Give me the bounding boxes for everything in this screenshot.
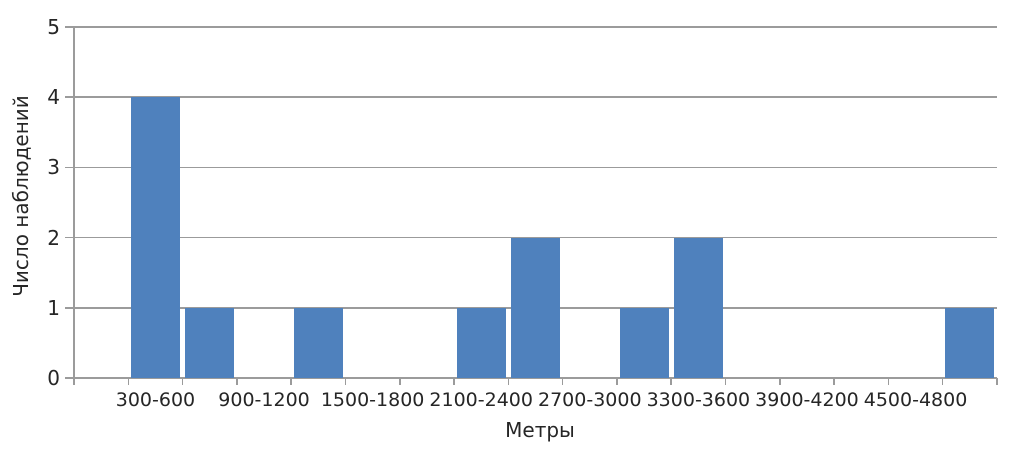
x-axis-tick (290, 378, 292, 385)
bar (511, 237, 560, 378)
x-axis-tick (887, 378, 890, 385)
y-axis-tick (65, 377, 74, 379)
x-axis-tick (833, 378, 835, 385)
bar (130, 97, 180, 378)
gridline (74, 26, 997, 28)
x-axis-tick (344, 378, 347, 385)
x-axis-tick (561, 378, 564, 385)
x-axis-tick (941, 378, 944, 385)
bar (185, 307, 235, 378)
x-axis-title: Метры (505, 418, 575, 442)
x-tick-label: 3300-3600 (646, 389, 751, 411)
x-axis-tick (181, 378, 184, 385)
gridline (74, 96, 997, 98)
y-tick-label: 1 (47, 295, 60, 320)
y-axis-tick (65, 307, 74, 309)
bar (673, 237, 723, 378)
x-tick-label: 300-600 (115, 389, 196, 411)
bar (619, 307, 669, 378)
y-axis-line (73, 27, 75, 378)
y-tick-label: 4 (47, 85, 60, 110)
y-axis-title: Число наблюдений (9, 95, 33, 297)
y-axis-tick (65, 96, 74, 98)
x-tick-label: 900-1200 (218, 389, 310, 411)
bar (293, 307, 343, 378)
y-axis-tick (65, 26, 74, 28)
x-axis-tick (670, 378, 672, 385)
x-tick-label: 2100-2400 (429, 389, 533, 411)
y-axis-tick (65, 166, 74, 169)
bar (945, 307, 995, 378)
x-axis-tick (507, 378, 510, 385)
x-axis-tick (996, 378, 998, 385)
x-axis-tick (399, 378, 401, 385)
y-tick-label: 3 (47, 155, 60, 180)
y-tick-label: 0 (47, 366, 60, 390)
x-axis-tick (724, 378, 727, 385)
y-axis-tick (65, 236, 74, 239)
x-tick-label: 4500-4800 (863, 389, 968, 411)
bar (456, 307, 506, 378)
x-tick-label: 1500-1800 (320, 389, 425, 411)
y-tick-label: 2 (47, 225, 60, 250)
y-tick-label: 5 (47, 15, 60, 39)
x-axis-tick (127, 378, 130, 385)
gridline (74, 166, 997, 169)
x-axis-tick (73, 378, 75, 385)
x-axis-tick (779, 378, 781, 385)
x-axis-tick (453, 378, 455, 385)
x-tick-label: 2700-3000 (537, 389, 642, 411)
plot-area: 0 1 2 3 4 5 300-600 900-1200 1500-1800 2100-2400 2… (47, 17, 998, 411)
x-tick-label: 3900-4200 (755, 389, 859, 411)
x-axis-tick (236, 378, 238, 385)
x-axis-tick (616, 378, 618, 385)
